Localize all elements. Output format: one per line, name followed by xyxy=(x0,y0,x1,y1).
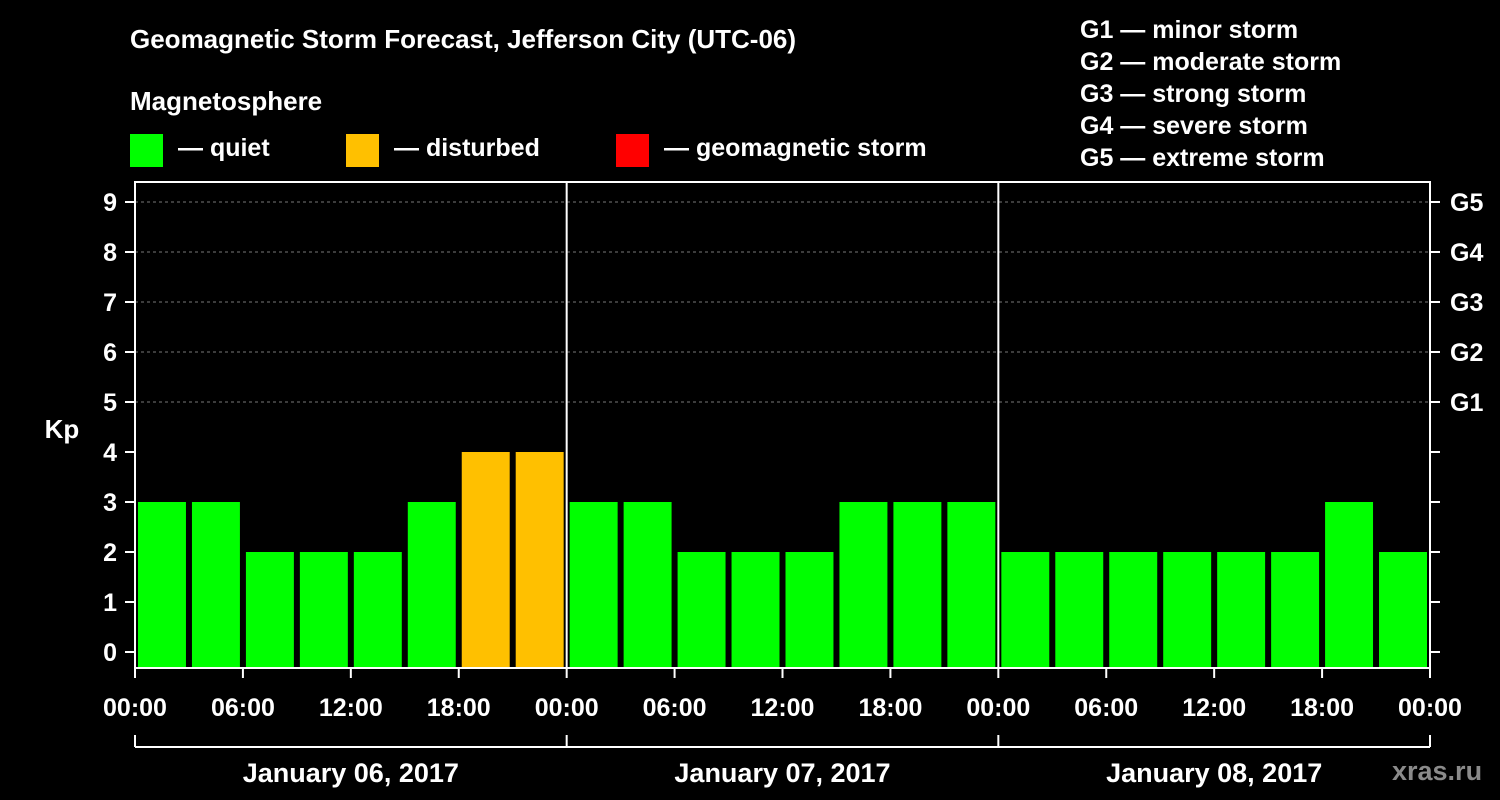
y-tick-label-1: 1 xyxy=(103,589,117,617)
x-tick-label-1: 06:00 xyxy=(211,694,275,722)
bar-20 xyxy=(1217,552,1266,668)
x-tick-label-6: 12:00 xyxy=(751,694,815,722)
legend-swatch-storm xyxy=(616,134,649,167)
right-axis-label-g4: G4 xyxy=(1450,239,1483,267)
bar-13 xyxy=(839,502,888,668)
y-tick-label-7: 7 xyxy=(103,289,117,317)
bar-10 xyxy=(677,552,726,668)
day-label-2: January 08, 2017 xyxy=(1106,758,1322,788)
right-axis-label-g1: G1 xyxy=(1450,389,1483,417)
chart-title: Geomagnetic Storm Forecast, Jefferson Ci… xyxy=(130,24,797,54)
bar-4 xyxy=(353,552,402,668)
bar-21 xyxy=(1271,552,1320,668)
legend-label-quiet: — quiet xyxy=(178,134,270,162)
bar-23 xyxy=(1379,552,1427,668)
bar-18 xyxy=(1109,552,1158,668)
legend-label-storm: — geomagnetic storm xyxy=(664,134,927,162)
bar-15 xyxy=(947,502,996,668)
legend-swatch-quiet xyxy=(130,134,163,167)
bar-12 xyxy=(785,552,834,668)
day-label-1: January 07, 2017 xyxy=(674,758,890,788)
bar-11 xyxy=(731,552,780,668)
magnetosphere-label: Magnetosphere xyxy=(130,86,323,116)
y-tick-label-2: 2 xyxy=(103,539,117,567)
bar-9 xyxy=(623,502,672,668)
bar-0 xyxy=(138,502,186,668)
x-tick-label-9: 06:00 xyxy=(1074,694,1138,722)
y-tick-label-0: 0 xyxy=(103,639,117,667)
bar-8 xyxy=(569,502,618,668)
x-tick-label-0: 00:00 xyxy=(103,694,167,722)
bar-5 xyxy=(407,502,456,668)
x-tick-label-12: 00:00 xyxy=(1398,694,1462,722)
y-axis-label: Kp xyxy=(45,414,80,444)
storm-level-g5: G5 — extreme storm xyxy=(1080,144,1325,172)
watermark: xras.ru xyxy=(1392,756,1483,786)
bar-22 xyxy=(1325,502,1374,668)
y-tick-label-5: 5 xyxy=(103,389,117,417)
y-tick-label-8: 8 xyxy=(103,239,117,267)
x-tick-label-11: 18:00 xyxy=(1290,694,1354,722)
storm-level-g1: G1 — minor storm xyxy=(1080,16,1299,44)
bar-3 xyxy=(299,552,348,668)
legend-swatch-disturbed xyxy=(346,134,379,167)
day-label-0: January 06, 2017 xyxy=(243,758,459,788)
bar-1 xyxy=(191,502,240,668)
bar-7 xyxy=(515,452,564,668)
storm-level-g4: G4 — severe storm xyxy=(1080,112,1308,140)
bar-2 xyxy=(245,552,294,668)
x-tick-label-10: 12:00 xyxy=(1182,694,1246,722)
legend-label-disturbed: — disturbed xyxy=(394,134,540,162)
bar-19 xyxy=(1163,552,1212,668)
y-tick-label-4: 4 xyxy=(103,439,117,467)
y-tick-label-6: 6 xyxy=(103,339,117,367)
bar-6 xyxy=(461,452,510,668)
bar-16 xyxy=(1001,552,1050,668)
storm-level-g2: G2 — moderate storm xyxy=(1080,48,1342,76)
storm-level-g3: G3 — strong storm xyxy=(1080,80,1307,108)
x-tick-label-8: 00:00 xyxy=(966,694,1030,722)
x-tick-label-4: 00:00 xyxy=(535,694,599,722)
x-tick-label-3: 18:00 xyxy=(427,694,491,722)
x-tick-label-2: 12:00 xyxy=(319,694,383,722)
y-tick-label-3: 3 xyxy=(103,489,117,517)
x-tick-label-7: 18:00 xyxy=(858,694,922,722)
right-axis-label-g5: G5 xyxy=(1450,189,1483,217)
right-axis-label-g3: G3 xyxy=(1450,289,1483,317)
bar-17 xyxy=(1055,552,1104,668)
x-tick-label-5: 06:00 xyxy=(643,694,707,722)
right-axis-label-g2: G2 xyxy=(1450,339,1483,367)
bar-14 xyxy=(893,502,942,668)
storm-level-legend: G1 — minor storm G2 — moderate storm G3 … xyxy=(1080,14,1341,174)
y-tick-label-9: 9 xyxy=(103,189,117,217)
